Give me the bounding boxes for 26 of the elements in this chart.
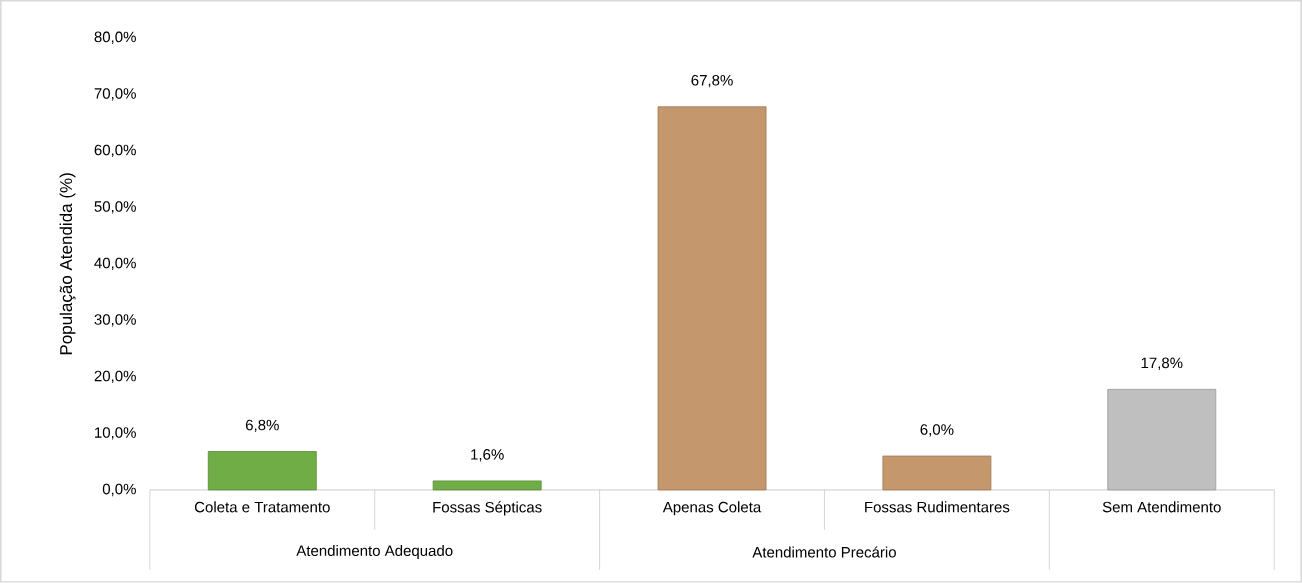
bar: [882, 455, 992, 491]
y-tick-label: 80,0%: [94, 31, 136, 45]
y-tick-label: 40,0%: [94, 257, 136, 271]
data-label: 17,8%: [1141, 357, 1183, 371]
y-tick-label: 50,0%: [94, 201, 136, 214]
y-tick-label: 30,0%: [94, 314, 136, 327]
bar: [657, 106, 767, 491]
text: Atendimento Adequado: [296, 545, 453, 560]
y-tick-label: 60,0%: [94, 144, 136, 158]
x-tick-label: Apenas Coleta: [662, 501, 762, 516]
x-tick-label: Fossas Sépticas: [433, 501, 542, 516]
data-label: 1,6%: [471, 449, 504, 462]
x-tick-label: Coleta e Tratamento: [194, 501, 330, 513]
y-tick-label: 0,0%: [102, 483, 136, 497]
text: Atendimento Precário: [752, 546, 896, 558]
y-tick-label: 70,0%: [94, 88, 136, 101]
data-label: 6,0%: [920, 424, 954, 437]
x-tick-label: Sem Atendimento: [1102, 501, 1221, 513]
data-label: 67,8%: [691, 75, 733, 88]
bar: [207, 451, 317, 491]
y-tick-label: 20,0%: [94, 370, 136, 384]
y-tick-label: 10,0%: [95, 427, 136, 440]
data-label: 6,8%: [245, 419, 279, 433]
bar: [432, 480, 542, 491]
x-tick-label: Fossas Rudimentares: [865, 501, 1010, 513]
y-axis-title: População Atendida (%): [59, 173, 76, 355]
